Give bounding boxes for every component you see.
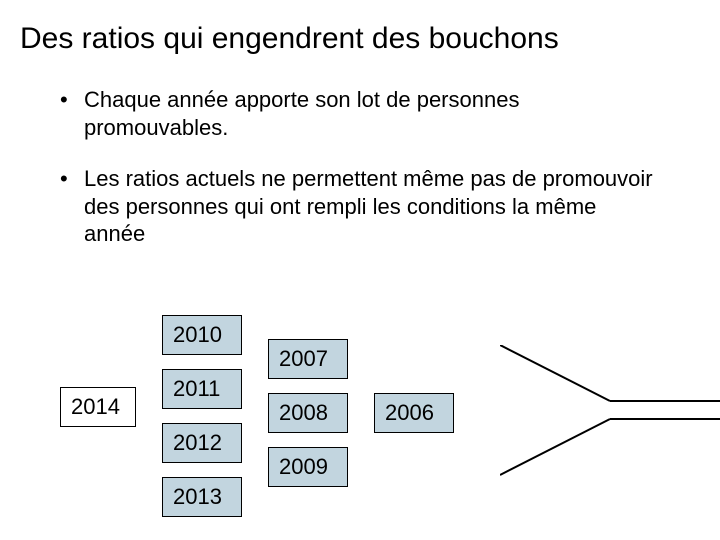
bullet-list: Chaque année apporte son lot de personne… bbox=[0, 56, 720, 248]
year-box-2014: 2014 bbox=[60, 387, 136, 427]
year-box-2012: 2012 bbox=[162, 423, 242, 463]
funnel-icon bbox=[500, 345, 720, 485]
slide-title: Des ratios qui engendrent des bouchons bbox=[0, 0, 720, 56]
year-box-2009: 2009 bbox=[268, 447, 348, 487]
year-box-2007: 2007 bbox=[268, 339, 348, 379]
bullet-item: Chaque année apporte son lot de personne… bbox=[60, 86, 660, 141]
year-box-2006: 2006 bbox=[374, 393, 454, 433]
year-box-2008: 2008 bbox=[268, 393, 348, 433]
year-funnel-diagram: 2014 2010 2011 2012 2013 2007 2008 2009 2006 bbox=[0, 305, 720, 540]
year-box-2013: 2013 bbox=[162, 477, 242, 517]
year-box-2010: 2010 bbox=[162, 315, 242, 355]
bullet-item: Les ratios actuels ne permettent même pa… bbox=[60, 165, 660, 248]
year-box-2011: 2011 bbox=[162, 369, 242, 409]
